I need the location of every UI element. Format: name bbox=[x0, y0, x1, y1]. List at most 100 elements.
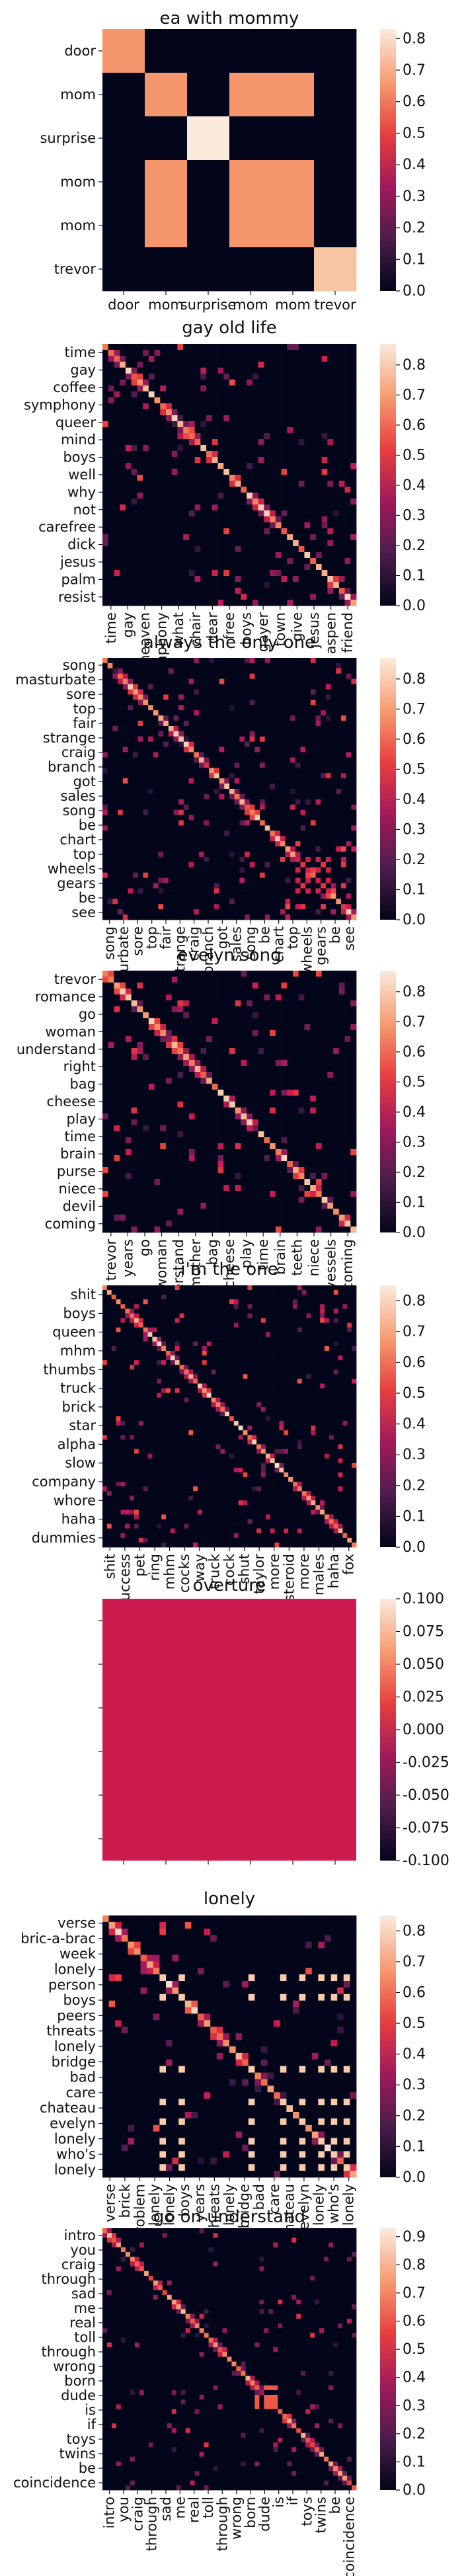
heatmap-cell bbox=[177, 504, 184, 511]
heatmap-cell bbox=[336, 768, 342, 774]
heatmap-cell bbox=[293, 415, 299, 422]
heatmap-cell bbox=[264, 658, 270, 664]
heatmap-cell bbox=[102, 825, 108, 831]
heatmap-cell bbox=[177, 499, 184, 505]
heatmap-cell bbox=[298, 558, 305, 565]
heatmap-cell bbox=[310, 510, 317, 517]
heatmap-cell bbox=[325, 778, 331, 784]
heatmap-cell bbox=[206, 988, 213, 995]
heatmap-cell bbox=[315, 893, 321, 899]
heatmap-cell bbox=[310, 481, 317, 487]
heatmap-cell bbox=[160, 350, 167, 356]
heatmap-cell bbox=[102, 469, 109, 475]
heatmap-cell bbox=[310, 576, 317, 583]
heatmap-cell bbox=[295, 899, 301, 905]
heatmap-cell bbox=[333, 475, 340, 481]
heatmap-cell bbox=[338, 374, 345, 380]
heatmap-cell bbox=[107, 789, 113, 795]
heatmap-cell bbox=[314, 73, 357, 117]
heatmap-panel: always the only onesongmasturbatesoretop… bbox=[15, 633, 426, 1007]
heatmap-cell bbox=[351, 663, 357, 669]
heatmap-cell bbox=[270, 499, 276, 505]
heatmap-cell bbox=[183, 445, 190, 452]
heatmap-cell bbox=[194, 463, 201, 469]
heatmap-cell bbox=[260, 836, 266, 842]
heatmap-cell bbox=[166, 374, 173, 380]
heatmap-cell bbox=[235, 600, 241, 606]
heatmap-cell bbox=[344, 493, 351, 499]
heatmap-cell bbox=[194, 522, 201, 529]
heatmap-cell bbox=[163, 673, 169, 680]
heatmap-cell bbox=[270, 741, 276, 748]
heatmap-cell bbox=[154, 380, 161, 386]
heatmap-cell bbox=[305, 752, 311, 758]
heatmap-cell bbox=[321, 546, 328, 553]
heatmap-cell bbox=[327, 534, 334, 541]
heatmap-cell bbox=[270, 673, 276, 680]
heatmap-cell bbox=[310, 564, 317, 571]
heatmap-cell bbox=[241, 463, 247, 469]
heatmap-cell bbox=[235, 362, 241, 368]
heatmap-cell bbox=[217, 439, 224, 446]
heatmap-cell bbox=[293, 385, 299, 392]
heatmap-cell bbox=[194, 689, 200, 695]
heatmap-cell bbox=[315, 552, 323, 559]
heatmap-cell bbox=[206, 463, 213, 469]
heatmap-cell bbox=[213, 862, 220, 868]
heatmap-cell bbox=[217, 552, 224, 559]
heatmap-cell bbox=[270, 856, 276, 863]
heatmap-cell bbox=[198, 678, 204, 684]
heatmap-cell bbox=[212, 397, 218, 404]
heatmap-cell bbox=[340, 893, 347, 899]
heatmap-cell bbox=[310, 673, 316, 680]
heatmap-cell bbox=[304, 971, 311, 977]
heatmap-cell bbox=[327, 356, 334, 362]
heatmap-cell bbox=[229, 658, 235, 664]
heatmap-cell bbox=[247, 977, 253, 983]
heatmap-cell bbox=[188, 475, 196, 481]
heatmap-cell bbox=[254, 846, 260, 852]
heatmap-cell bbox=[120, 522, 126, 529]
heatmap-cell bbox=[314, 204, 357, 248]
heatmap-cell bbox=[310, 415, 317, 422]
heatmap-cell bbox=[336, 789, 342, 795]
heatmap-cell bbox=[330, 668, 336, 674]
heatmap-cell bbox=[258, 380, 264, 386]
heatmap-cell bbox=[120, 558, 126, 565]
heatmap-cell bbox=[143, 570, 149, 577]
heatmap-cell bbox=[239, 872, 245, 879]
heatmap-cell bbox=[168, 741, 174, 748]
heatmap-cell bbox=[254, 830, 260, 836]
heatmap-cell bbox=[350, 475, 357, 481]
heatmap-cell bbox=[300, 721, 306, 727]
heatmap-cell bbox=[108, 977, 114, 983]
heatmap-cell bbox=[351, 799, 357, 805]
heatmap-cell bbox=[133, 909, 139, 915]
heatmap-cell bbox=[321, 570, 328, 577]
heatmap-cell bbox=[131, 481, 137, 487]
heatmap-cell bbox=[143, 731, 149, 737]
heatmap-cell bbox=[325, 705, 331, 711]
heatmap-cell bbox=[102, 846, 108, 852]
heatmap-cell bbox=[260, 778, 266, 784]
heatmap-cell bbox=[143, 888, 149, 894]
heatmap-cell bbox=[298, 350, 305, 356]
heatmap-cell bbox=[290, 846, 296, 852]
heatmap-cell bbox=[183, 678, 189, 684]
heatmap-cell bbox=[300, 710, 306, 716]
heatmap-cell bbox=[131, 540, 137, 547]
heatmap-cell bbox=[275, 540, 282, 547]
heatmap-cell bbox=[204, 804, 210, 811]
heatmap-cell bbox=[168, 689, 174, 695]
heatmap-cell bbox=[171, 427, 178, 434]
heatmap-cell bbox=[148, 877, 154, 883]
heatmap-cell bbox=[249, 700, 255, 705]
heatmap-cell bbox=[183, 499, 190, 505]
heatmap-cell bbox=[107, 904, 113, 910]
heatmap-cell bbox=[285, 736, 291, 743]
heatmap-cell bbox=[229, 977, 236, 983]
heatmap-cell bbox=[350, 391, 357, 398]
heatmap-cell bbox=[148, 534, 155, 541]
heatmap-cell bbox=[131, 475, 137, 481]
col-label: gears bbox=[313, 926, 329, 965]
